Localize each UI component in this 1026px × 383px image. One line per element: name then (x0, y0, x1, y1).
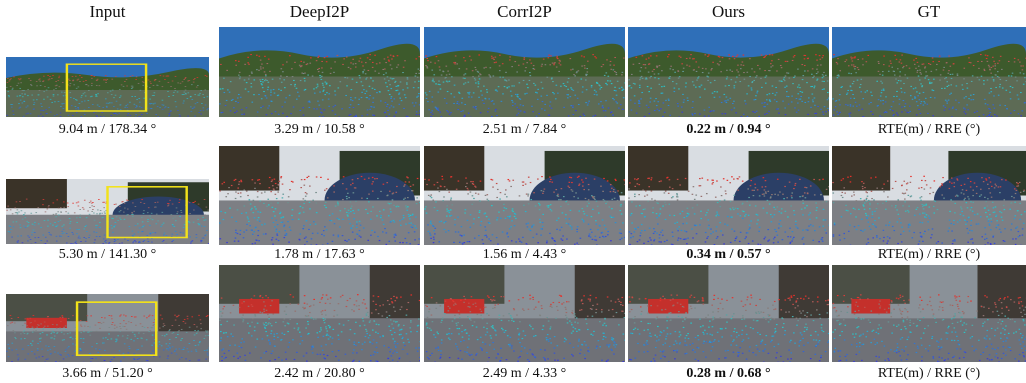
input-caption-row1: 9.04 m / 178.34 ° (58, 122, 157, 137)
scene-graphic (628, 27, 829, 117)
gt-caption-row3: RTE(m) / RRE (°) (877, 366, 981, 381)
deepi2p-result-row3 (219, 265, 420, 362)
ours-caption-row3: 0.28 m / 0.68 ° (686, 366, 771, 381)
ours-result-row1 (628, 27, 829, 117)
deepi2p-caption-row3: 2.42 m / 20.80 ° (274, 366, 365, 381)
gt-result-row3 (832, 265, 1026, 362)
input-caption-row2: 5.30 m / 141.30 ° (58, 247, 157, 262)
gt-result-row2 (832, 146, 1026, 245)
corri2p-result-row3 (424, 265, 625, 362)
gt-result-row1 (832, 27, 1026, 117)
input-image-row3 (6, 294, 209, 362)
ours-caption-row1: 0.22 m / 0.94 ° (686, 122, 771, 137)
column-header-deepi2p: DeepI2P (289, 2, 350, 21)
deepi2p-caption-row2: 1.78 m / 17.63 ° (274, 247, 365, 262)
scene-graphic (219, 146, 420, 245)
scene-graphic (832, 146, 1026, 245)
corri2p-caption-row1: 2.51 m / 7.84 ° (482, 122, 567, 137)
corri2p-caption-row2: 1.56 m / 4.43 ° (482, 247, 567, 262)
scene-graphic (424, 27, 625, 117)
corri2p-caption-row3: 2.49 m / 4.33 ° (482, 366, 567, 381)
ours-caption-row2: 0.34 m / 0.57 ° (686, 247, 771, 262)
ours-result-row2 (628, 146, 829, 245)
scene-graphic (6, 179, 209, 244)
scene-graphic (832, 265, 1026, 362)
scene-graphic (219, 265, 420, 362)
scene-graphic (219, 27, 420, 117)
corri2p-result-row2 (424, 146, 625, 245)
scene-graphic (424, 146, 625, 245)
column-header-ours: Ours (711, 2, 746, 21)
column-header-gt: GT (917, 2, 941, 21)
deepi2p-caption-row1: 3.29 m / 10.58 ° (274, 122, 365, 137)
scene-graphic (424, 265, 625, 362)
corri2p-result-row1 (424, 27, 625, 117)
input-image-row2 (6, 179, 209, 244)
column-header-input: Input (89, 2, 126, 21)
input-image-row1 (6, 57, 209, 117)
column-header-corri2p: CorrI2P (497, 2, 552, 21)
gt-caption-row2: RTE(m) / RRE (°) (877, 247, 981, 262)
scene-graphic (6, 294, 209, 362)
gt-caption-row1: RTE(m) / RRE (°) (877, 122, 981, 137)
deepi2p-result-row2 (219, 146, 420, 245)
ours-result-row3 (628, 265, 829, 362)
input-caption-row3: 3.66 m / 51.20 ° (62, 366, 153, 381)
scene-graphic (628, 146, 829, 245)
scene-graphic (628, 265, 829, 362)
scene-graphic (832, 27, 1026, 117)
scene-graphic (6, 57, 209, 117)
deepi2p-result-row1 (219, 27, 420, 117)
